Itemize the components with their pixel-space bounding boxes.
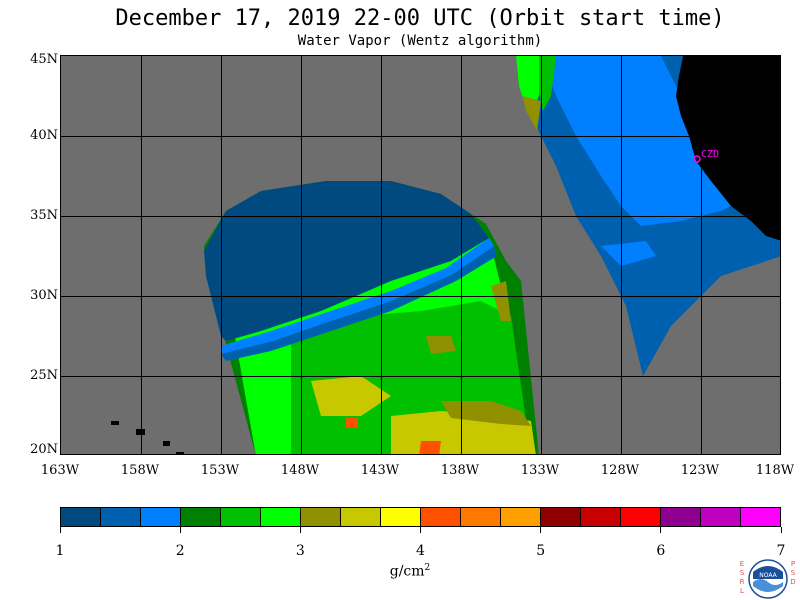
lat-label-30n: 30N bbox=[30, 288, 58, 303]
colorbar-segment bbox=[501, 508, 541, 526]
map-canvas: CZD bbox=[61, 56, 780, 454]
lon-label-153w: 153W bbox=[200, 463, 240, 478]
station-label: CZD bbox=[701, 149, 719, 160]
lon-label-143w: 143W bbox=[360, 463, 400, 478]
lat-label-40n: 40N bbox=[30, 128, 58, 143]
chart-subtitle: Water Vapor (Wentz algorithm) bbox=[297, 33, 543, 49]
colorbar-segment bbox=[541, 508, 581, 526]
lon-label-158w: 158W bbox=[120, 463, 160, 478]
lat-label-35n: 35N bbox=[30, 208, 58, 223]
colorbar-tick-label: 4 bbox=[416, 543, 425, 559]
lat-label-45n: 45N bbox=[30, 52, 58, 67]
lon-label-133w: 133W bbox=[520, 463, 560, 478]
lon-label-128w: 128W bbox=[600, 463, 640, 478]
colorbar-tick-label: 5 bbox=[536, 543, 546, 559]
chart-title: December 17, 2019 22-00 UTC (Orbit start… bbox=[115, 6, 725, 31]
colorbar-segment bbox=[181, 508, 221, 526]
map-grid bbox=[61, 56, 780, 454]
station-marker: CZD bbox=[693, 149, 719, 163]
colorbar-segment bbox=[261, 508, 301, 526]
colorbar-tick-label: 1 bbox=[55, 543, 65, 559]
colorbar-tick-label: 3 bbox=[295, 543, 305, 559]
color-scale-bar bbox=[60, 507, 781, 527]
hawaii-islands bbox=[111, 421, 184, 454]
colorbar-segment bbox=[301, 508, 341, 526]
colorbar-segment bbox=[461, 508, 501, 526]
colorbar-tick-label: 2 bbox=[175, 543, 185, 559]
lat-label-25n: 25N bbox=[30, 368, 58, 383]
lon-label-123w: 123W bbox=[680, 463, 720, 478]
colorbar-tick-label: 6 bbox=[656, 543, 666, 559]
colorbar-segment bbox=[421, 508, 461, 526]
colorbar-segment bbox=[101, 508, 141, 526]
colorbar-segment bbox=[661, 508, 701, 526]
noaa-logo-text: NOAA bbox=[759, 572, 777, 579]
colorbar-tick bbox=[660, 527, 662, 533]
colorbar-tick bbox=[780, 527, 782, 533]
colorbar-segment bbox=[221, 508, 261, 526]
colorbar-tick-label: 7 bbox=[776, 543, 786, 559]
lon-label-118w: 118W bbox=[755, 463, 795, 478]
colorbar-segment bbox=[581, 508, 621, 526]
colorbar-segment bbox=[741, 508, 780, 526]
lon-label-138w: 138W bbox=[440, 463, 480, 478]
colorbar-segment bbox=[61, 508, 101, 526]
colorbar-segment bbox=[621, 508, 661, 526]
colorbar-units: g/cm2 bbox=[389, 563, 431, 580]
colorbar-segment bbox=[701, 508, 741, 526]
colorbar-segment bbox=[381, 508, 421, 526]
colorbar-segment bbox=[141, 508, 181, 526]
colorbar-tick bbox=[299, 527, 301, 533]
colorbar-tick bbox=[59, 527, 61, 533]
colorbar-tick bbox=[420, 527, 421, 533]
noaa-emblem-icon: NOAA bbox=[748, 559, 788, 599]
colorbar-segment bbox=[341, 508, 381, 526]
water-vapor-map: CZD bbox=[60, 55, 781, 455]
lon-label-163w: 163W bbox=[40, 463, 80, 478]
lat-label-20n: 20N bbox=[30, 442, 58, 457]
lon-label-148w: 148W bbox=[280, 463, 320, 478]
colorbar-tick bbox=[179, 527, 181, 533]
west-swath bbox=[204, 181, 539, 454]
colorbar-tick bbox=[540, 527, 542, 533]
